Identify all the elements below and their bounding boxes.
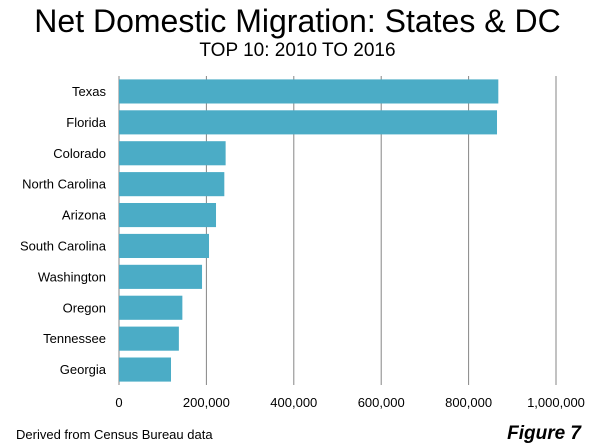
bar <box>119 295 183 320</box>
bar <box>119 202 217 228</box>
category-label: North Carolina <box>22 177 107 192</box>
bar <box>119 233 210 259</box>
x-tick-label: 200,000 <box>183 395 230 410</box>
figure-label: Figure 7 <box>507 423 581 444</box>
category-label: South Carolina <box>20 238 107 253</box>
x-tick-labels: 0 200,000 400,000 600,000 800,000 1,000,000 <box>115 395 585 410</box>
category-label: Oregon <box>63 300 106 315</box>
category-label: Georgia <box>60 362 107 377</box>
category-label: Washington <box>38 269 106 284</box>
bar <box>119 357 172 382</box>
chart-title: Net Domestic Migration: States & DC <box>34 3 561 39</box>
bar <box>119 264 203 289</box>
x-tick-label: 1,000,000 <box>527 395 585 410</box>
bars <box>119 79 499 382</box>
bar <box>119 172 225 197</box>
bar <box>119 141 226 166</box>
category-labels: Texas Florida Colorado North Carolina Arizon… <box>20 84 107 377</box>
category-label: Florida <box>66 115 107 130</box>
category-label: Tennessee <box>43 331 106 346</box>
x-tick-label: 800,000 <box>445 395 492 410</box>
chart-subtitle: TOP 10: 2010 TO 2016 <box>199 40 396 61</box>
x-tick-label: 0 <box>115 395 122 410</box>
category-label: Texas <box>72 84 106 99</box>
x-tick-label: 400,000 <box>270 395 317 410</box>
bar <box>119 110 498 135</box>
category-label: Arizona <box>62 208 107 223</box>
x-tick-label: 600,000 <box>358 395 405 410</box>
source-note: Derived from Census Bureau data <box>16 427 213 442</box>
bar <box>119 79 499 104</box>
category-label: Colorado <box>53 146 106 161</box>
bar <box>119 326 179 351</box>
